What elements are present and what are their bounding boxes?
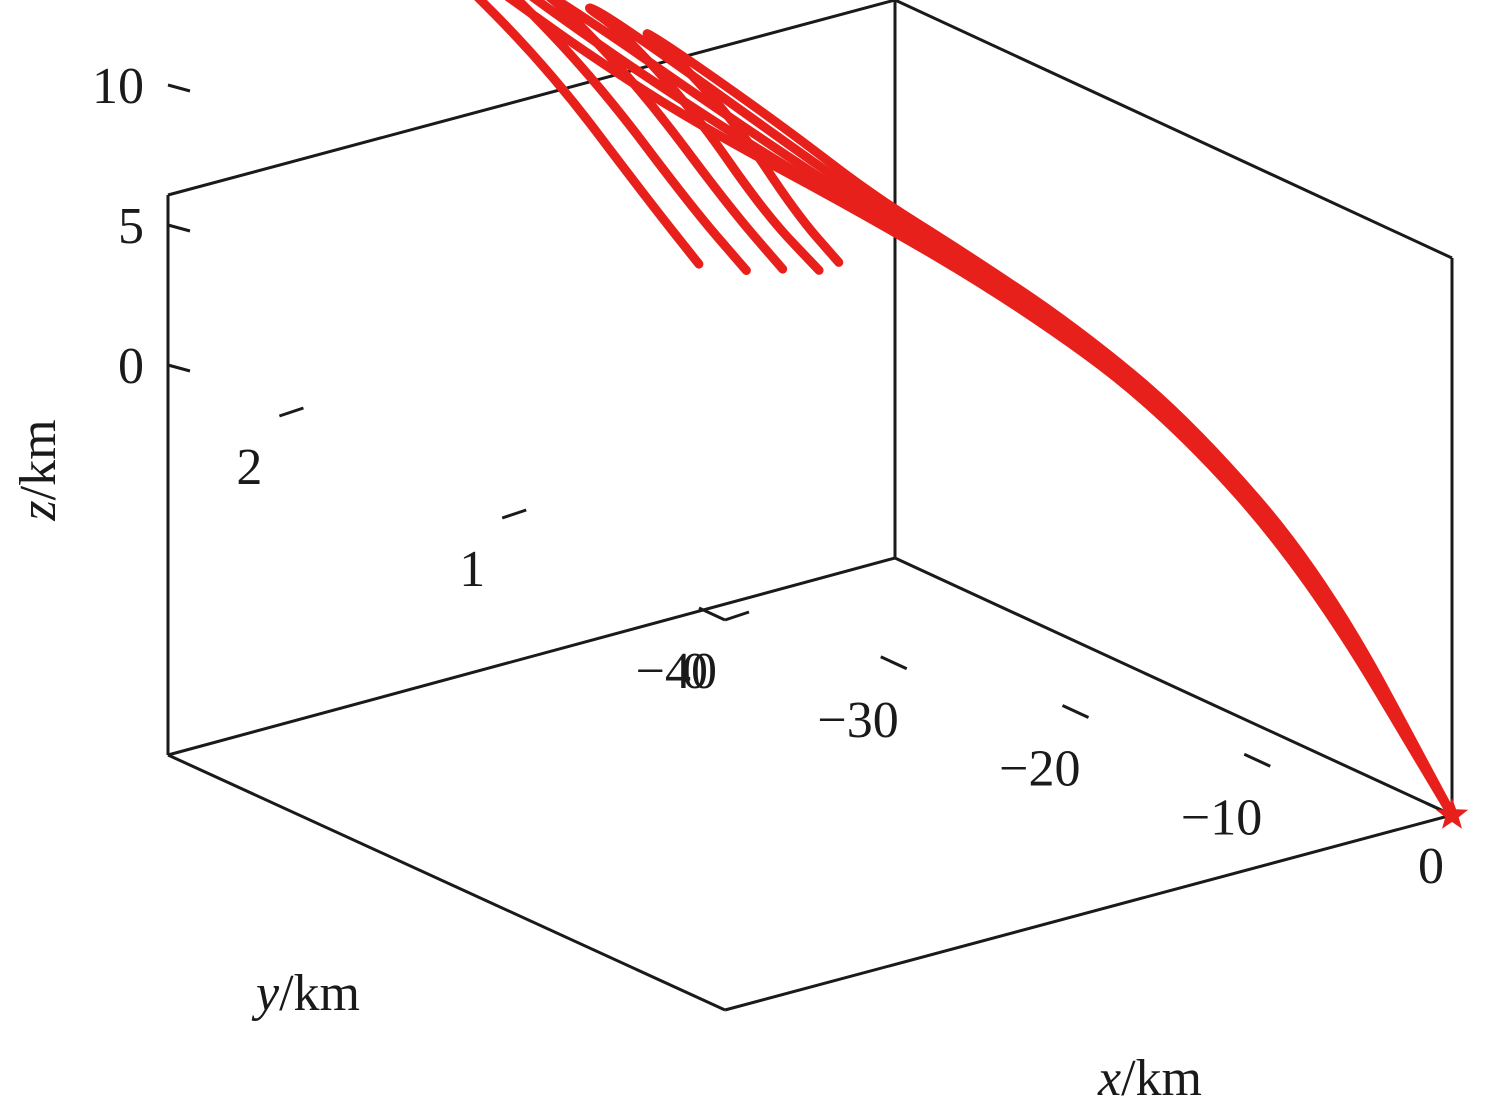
x-tick-label: 0 [1418,838,1444,895]
x-tick [1243,752,1271,768]
y-tick [278,406,304,418]
z-tick [167,363,191,373]
trajectory-line [511,0,1457,820]
y-axis-label: y/km [251,965,360,1022]
top-right-edge [894,0,1453,260]
x-axis-line [724,813,1453,1012]
y-tick [501,508,527,520]
markers [1435,798,1469,829]
start-star-marker [1435,798,1469,829]
x-tick [1061,704,1090,719]
top-left-edge [167,0,896,197]
x-tick [880,655,908,671]
axes-box [166,0,1454,1012]
x-tick-label: −40 [636,643,717,700]
x-axis-unit: /km [1121,1050,1202,1107]
trajectory-series [474,0,1457,820]
x-tick-label: −20 [999,741,1080,798]
trajectory-line [474,0,1457,820]
z-tick-label: 0 [118,338,144,395]
x-tick-label: −30 [817,692,898,749]
y-tick-label: 1 [459,541,485,598]
x-axis-label: x/km [1097,1050,1202,1107]
x-tick [698,606,726,622]
y-tick [724,610,750,622]
y-axis-line [167,753,726,1012]
y-tick-label: 0 [682,643,708,700]
z-axis-var: z [10,500,67,521]
x-axis-var: x [1097,1050,1121,1107]
floor-back-left-edge [167,556,896,757]
axis-ticks: 05101520012−40−30−20−100 [92,58,1453,895]
y-axis-unit: /km [279,965,360,1022]
z-tick [167,223,191,233]
y-axis-var: y [251,965,280,1022]
y-tick-label: 2 [236,439,262,496]
z-tick [167,83,191,93]
x-tick-label: −10 [1181,789,1262,846]
z-tick-label: 5 [118,198,144,255]
z-axis-label: z/km [10,419,67,521]
z-tick-label: 10 [92,58,144,115]
trajectory-line [642,29,1457,820]
z-axis-unit: /km [10,419,67,500]
floor-back-right-edge [894,556,1453,817]
